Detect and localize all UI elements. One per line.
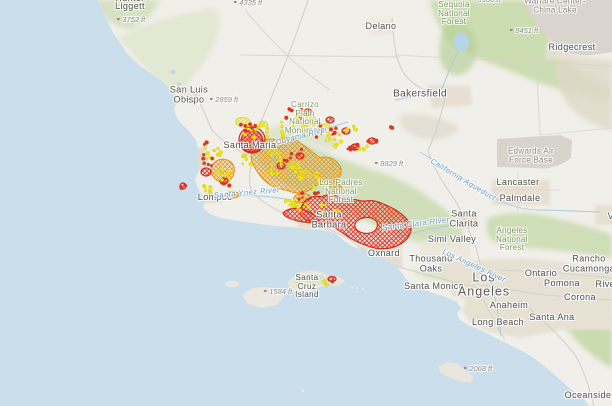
ocean-layer (0, 0, 589, 406)
islands-layer (225, 270, 474, 393)
military-areas-layer (497, 0, 612, 169)
fire-dots-group (179, 107, 395, 287)
lakes-layer (171, 32, 470, 86)
